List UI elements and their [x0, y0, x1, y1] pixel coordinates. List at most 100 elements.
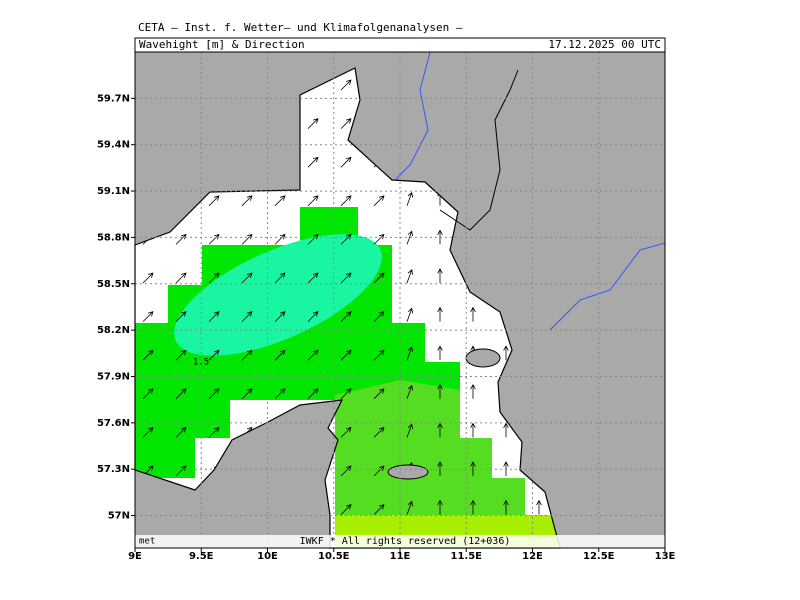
direction-arrow — [340, 349, 352, 361]
direction-arrow — [274, 349, 286, 361]
lat-tick-label: 57.6N — [97, 418, 130, 429]
direction-arrow — [274, 195, 286, 207]
direction-arrow — [274, 388, 286, 400]
direction-arrow — [373, 465, 385, 477]
direction-arrow — [175, 311, 187, 322]
direction-arrow — [437, 422, 443, 438]
direction-arrow — [175, 349, 187, 361]
lat-tick-label: 59.4N — [97, 140, 130, 151]
direction-arrow — [437, 268, 443, 283]
lon-tick-label: 9E — [128, 551, 142, 562]
footer-bg — [135, 535, 665, 548]
direction-arrow — [470, 422, 476, 438]
direction-arrow — [175, 272, 187, 284]
wave-band — [174, 234, 382, 356]
direction-arrow — [142, 388, 154, 400]
lon-tick-label: 12E — [522, 551, 543, 562]
direction-arrow — [175, 233, 187, 245]
direction-arrow — [241, 195, 253, 207]
direction-arrow — [340, 504, 352, 515]
direction-arrow — [406, 500, 413, 515]
direction-arrow — [142, 272, 154, 284]
direction-arrow — [373, 272, 385, 284]
wave-band — [335, 380, 525, 515]
direction-arrow — [307, 195, 319, 207]
river — [549, 242, 666, 331]
lat-tick-label: 59.1N — [97, 186, 130, 197]
lat-tick-label: 59.7N — [97, 93, 130, 104]
direction-arrow — [503, 499, 509, 515]
direction-arrow — [406, 346, 413, 361]
lon-tick-label: 13E — [655, 551, 676, 562]
direction-arrow — [340, 388, 352, 400]
direction-arrow — [208, 272, 220, 284]
direction-arrow — [142, 349, 154, 361]
direction-arrow — [503, 422, 509, 438]
direction-arrow — [406, 423, 413, 438]
river — [394, 51, 431, 181]
direction-arrow — [470, 461, 476, 476]
lon-tick-label: 11.5E — [450, 551, 482, 562]
island — [387, 464, 429, 480]
direction-arrow — [437, 383, 443, 399]
lat-tick-label: 57.9N — [97, 371, 130, 382]
lon-tick-label: 9.5E — [189, 551, 214, 562]
institute: CETA – Inst. f. Wetter– und Klimafolgena… — [138, 21, 463, 34]
direction-arrow — [373, 349, 385, 361]
direction-arrow — [175, 465, 187, 477]
direction-arrow — [142, 311, 154, 322]
direction-arrow — [274, 272, 286, 284]
direction-arrow — [406, 269, 413, 284]
direction-arrow — [142, 426, 154, 438]
island — [465, 348, 501, 368]
credit: met — [139, 537, 155, 547]
contour-label: 1.5 — [193, 358, 209, 368]
direction-arrow — [307, 349, 319, 361]
direction-arrow — [406, 191, 413, 206]
direction-arrow — [470, 499, 476, 515]
direction-arrow — [373, 195, 385, 207]
direction-arrow — [470, 306, 476, 322]
direction-arrow — [340, 156, 352, 168]
direction-arrow — [274, 233, 286, 245]
lat-tick-label: 58.2N — [97, 325, 130, 336]
frame — [134, 51, 666, 549]
direction-arrow — [241, 311, 253, 322]
lat-tick-label: 57.3N — [97, 464, 130, 475]
direction-arrow — [208, 426, 220, 438]
direction-arrow — [373, 504, 385, 515]
direction-arrow — [340, 118, 352, 129]
direction-arrow — [340, 465, 352, 477]
direction-arrow — [175, 388, 187, 400]
lon-tick-label: 10.5E — [318, 551, 350, 562]
direction-arrow — [307, 272, 319, 284]
direction-arrow — [241, 388, 253, 400]
direction-arrow — [208, 195, 220, 207]
direction-arrow — [373, 233, 385, 245]
direction-arrow — [373, 311, 385, 322]
title: Wavehight [m] & Direction — [139, 38, 305, 51]
direction-arrow — [536, 499, 542, 515]
direction-arrow — [340, 233, 352, 245]
direction-arrow — [373, 388, 385, 400]
footer: IWKF * All rights reserved (12+036) — [300, 536, 511, 547]
lat-tick-label: 58.8N — [97, 232, 130, 243]
lon-tick-label: 10E — [257, 551, 278, 562]
direction-arrow — [437, 306, 443, 322]
lon-tick-label: 12.5E — [583, 551, 615, 562]
direction-arrow — [340, 426, 352, 438]
direction-arrow — [241, 349, 253, 361]
direction-arrow — [175, 426, 187, 438]
direction-arrow — [307, 118, 319, 129]
direction-arrow — [208, 388, 220, 400]
direction-arrow — [208, 311, 220, 322]
direction-arrow — [340, 311, 352, 322]
direction-arrow — [307, 311, 319, 322]
direction-arrow — [208, 233, 220, 245]
direction-arrow — [340, 79, 352, 91]
direction-arrow — [241, 272, 253, 284]
lake-coast — [439, 69, 519, 231]
direction-arrow — [406, 384, 413, 399]
direction-arrow — [437, 345, 443, 361]
